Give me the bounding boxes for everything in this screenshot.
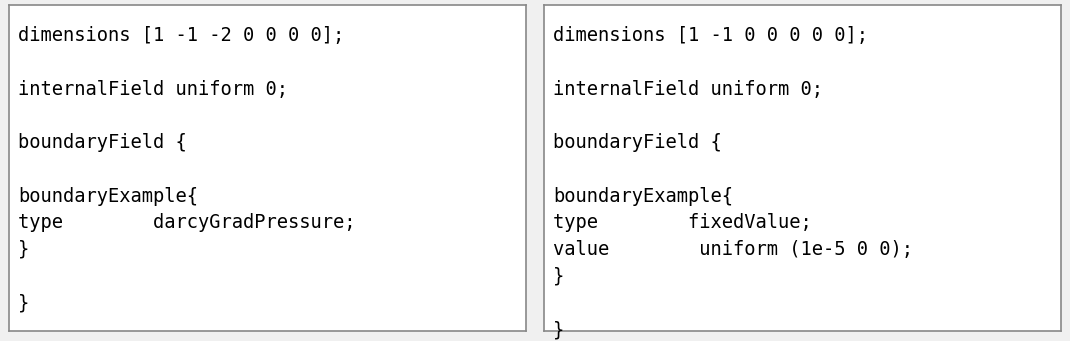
Text: internalField uniform 0;: internalField uniform 0; [553,80,823,99]
Text: value        uniform (1e-5 0 0);: value uniform (1e-5 0 0); [553,240,913,259]
Text: boundaryField {: boundaryField { [18,133,186,152]
Text: type        fixedValue;: type fixedValue; [553,213,812,232]
Text: dimensions [1 -1 -2 0 0 0 0];: dimensions [1 -1 -2 0 0 0 0]; [18,26,345,45]
Text: boundaryField {: boundaryField { [553,133,721,152]
Text: boundaryExample{: boundaryExample{ [18,187,198,206]
Text: internalField uniform 0;: internalField uniform 0; [18,80,288,99]
Text: }: } [18,240,29,259]
Text: }: } [553,267,564,286]
Text: }: } [18,293,29,312]
Text: boundaryExample{: boundaryExample{ [553,187,733,206]
Text: dimensions [1 -1 0 0 0 0 0];: dimensions [1 -1 0 0 0 0 0]; [553,26,868,45]
Text: type        darcyGradPressure;: type darcyGradPressure; [18,213,355,232]
Text: }: } [553,320,564,339]
